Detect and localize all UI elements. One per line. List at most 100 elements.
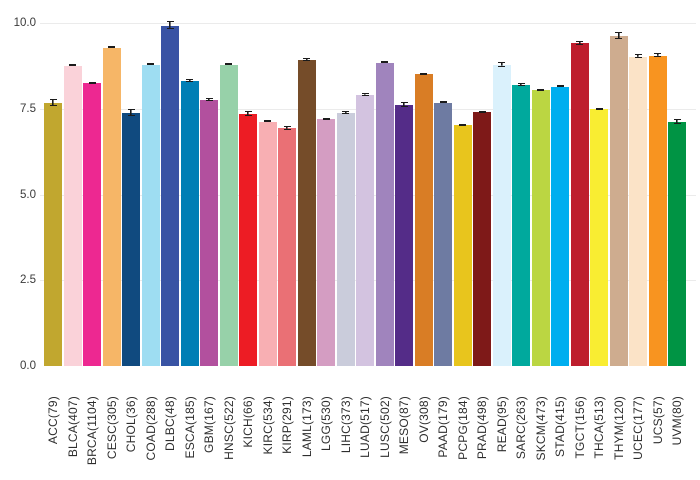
error-bar	[439, 100, 447, 104]
bar-KIRP(291)	[278, 125, 296, 366]
x-tick-label: COAD(288)	[143, 396, 158, 461]
x-label-cell: PCPG(184)	[454, 396, 472, 480]
bar-column-HNSC(522)	[219, 63, 238, 366]
bar-column-PRAD(498)	[473, 111, 491, 366]
error-bar	[517, 83, 525, 86]
bar-column-LUAD(517)	[356, 93, 374, 366]
x-axis-labels: ACC(79) BLCA(407) BRCA(1104) CESC(305) CHOL(…	[44, 396, 689, 480]
x-tick-label: UCEC(177)	[631, 396, 645, 460]
x-label-cell: UCEC(177)	[629, 396, 647, 480]
bar-column-UVM(80)	[668, 118, 686, 366]
x-tick-label: THCA(513)	[592, 396, 606, 459]
error-bar	[400, 101, 408, 107]
bar-column-LAML(173)	[297, 58, 316, 366]
x-label-cell: ACC(79)	[44, 396, 62, 480]
error-bar	[205, 97, 213, 101]
error-bar	[244, 110, 252, 117]
error-bar	[127, 109, 135, 117]
error-bar	[322, 118, 330, 121]
x-label-cell: ESCA(185)	[181, 396, 199, 480]
x-tick-label: CESC(305)	[104, 396, 119, 460]
bar-column-READ(95)	[492, 62, 511, 366]
error-bar	[225, 63, 232, 66]
bar-OV(308)	[414, 72, 433, 366]
error-bar	[556, 85, 564, 88]
bar-LUAD(517)	[356, 93, 374, 366]
x-tick-label: LUSC(502)	[377, 396, 392, 458]
bar-column-SARC(263)	[512, 83, 530, 366]
x-tick-label: ESCA(185)	[182, 396, 197, 459]
bar-column-KIRC(534)	[258, 120, 277, 366]
error-bar	[459, 123, 466, 126]
bar-column-BRCA(1104)	[83, 81, 101, 366]
error-bar	[88, 81, 96, 84]
x-label-cell: CHOL(36)	[122, 396, 140, 480]
error-bar	[595, 108, 603, 111]
x-tick-label: MESO(87)	[397, 396, 411, 455]
bar-column-STAD(415)	[551, 85, 569, 366]
error-bar	[381, 61, 388, 64]
bar-column-MESO(87)	[395, 101, 413, 366]
bar-ESCA(185)	[180, 79, 199, 366]
x-tick-label: PRAD(498)	[475, 396, 489, 460]
x-label-cell: TGCT(156)	[571, 396, 589, 480]
bar-ACC(79)	[44, 99, 62, 366]
error-bar	[166, 21, 174, 29]
x-label-cell: STAD(415)	[551, 396, 569, 480]
x-tick-label: UCS(57)	[650, 396, 665, 445]
y-tick-label: 10.0	[13, 17, 36, 29]
bar-THCA(513)	[590, 108, 608, 366]
bar-UCS(57)	[648, 53, 667, 366]
error-bar	[108, 46, 115, 49]
x-tick-label: BLCA(407)	[65, 396, 80, 458]
x-label-cell: HNSC(522)	[220, 396, 238, 480]
bar-column-COAD(288)	[141, 63, 160, 366]
bar-STAD(415)	[551, 85, 569, 366]
bar-MESO(87)	[395, 101, 413, 366]
x-tick-label: DLBC(48)	[163, 396, 177, 451]
x-tick-label: KIRP(291)	[280, 396, 294, 454]
bar-column-PAAD(179)	[434, 100, 452, 366]
y-tick-label: 7.5	[20, 102, 36, 115]
x-tick-label: SKCM(473)	[533, 396, 548, 461]
x-tick-label: LIHC(373)	[338, 396, 353, 454]
x-tick-label: UVM(80)	[670, 396, 684, 446]
bar-column-UCS(57)	[648, 53, 667, 366]
x-label-cell: UCS(57)	[649, 396, 667, 480]
error-bar	[498, 62, 505, 67]
bar-column-TGCT(156)	[570, 40, 589, 366]
bar-TGCT(156)	[570, 40, 589, 366]
bar-LUSC(502)	[375, 61, 394, 366]
bar-THYM(120)	[609, 31, 628, 366]
bar-column-LUSC(502)	[375, 61, 394, 366]
bar-column-CESC(305)	[102, 46, 121, 366]
bar-COAD(288)	[141, 63, 160, 366]
bar-GBM(167)	[200, 97, 218, 366]
x-tick-label: LGG(530)	[319, 396, 333, 451]
error-bar	[186, 79, 193, 83]
x-label-cell: LGG(530)	[317, 396, 335, 480]
bar-column-KIRP(291)	[278, 125, 296, 366]
x-tick-label: ACC(79)	[46, 396, 60, 445]
x-tick-label: GBM(167)	[202, 396, 216, 453]
x-label-cell: BRCA(1104)	[83, 396, 101, 480]
bar-LIHC(373)	[336, 110, 355, 366]
bar-column-BLCA(407)	[63, 64, 82, 366]
x-label-cell: UVM(80)	[668, 396, 686, 480]
y-tick-label: 5.0	[20, 188, 36, 201]
x-label-cell: CESC(305)	[103, 396, 121, 480]
error-bar	[303, 58, 310, 61]
error-bar	[615, 31, 622, 39]
bars-container	[44, 21, 689, 366]
x-label-cell: KICH(66)	[239, 396, 257, 480]
x-label-cell: SKCM(473)	[532, 396, 550, 480]
bar-LGG(530)	[317, 118, 335, 366]
bar-column-KICH(66)	[239, 110, 257, 366]
x-tick-label: BRCA(1104)	[85, 396, 99, 466]
y-tick-label: 0.0	[20, 360, 36, 372]
x-label-cell: BLCA(407)	[64, 396, 82, 480]
bar-column-LGG(530)	[317, 118, 335, 366]
x-label-cell: PRAD(498)	[473, 396, 491, 480]
error-bar	[576, 40, 583, 45]
bar-PRAD(498)	[473, 111, 491, 366]
